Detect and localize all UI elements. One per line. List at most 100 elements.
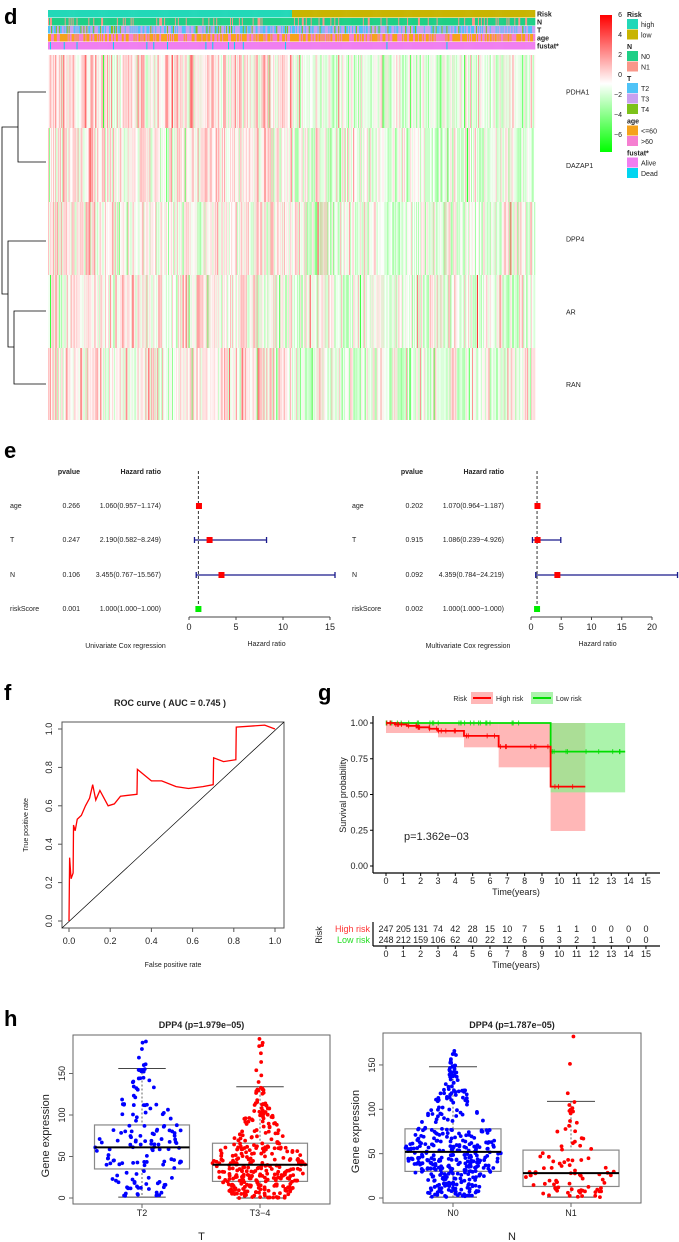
heatmap-cell (443, 128, 445, 202)
heatmap-cell (321, 55, 323, 128)
heatmap-cell (255, 128, 257, 202)
annotation-cell-N (438, 18, 440, 26)
heatmap-cell (280, 202, 282, 275)
heatmap-cell (403, 128, 405, 202)
heatmap-cell (281, 202, 283, 275)
heatmap-cell (60, 128, 63, 202)
heatmap-cell (392, 348, 394, 420)
heatmap-cell (268, 55, 270, 128)
annotation-cell-Risk (81, 10, 83, 18)
annotation-cell-fustat (307, 42, 310, 50)
annotation-cell-Risk (350, 10, 352, 18)
heatmap-cell (253, 275, 255, 348)
annotation-cell-N (206, 18, 208, 26)
heatmap-cell (187, 275, 189, 348)
annotation-cell-age (174, 34, 177, 42)
heatmap-cell (234, 348, 237, 420)
heatmap-cell (202, 202, 204, 275)
annotation-cell-N (111, 18, 114, 26)
heatmap-cell (235, 275, 238, 348)
annotation-cell-Risk (161, 10, 163, 18)
annotation-cell-fustat (281, 42, 283, 50)
heatmap-cell (275, 202, 277, 275)
annotation-cell-T (439, 26, 441, 34)
heatmap-cell (401, 128, 403, 202)
annotation-cell-Risk (166, 10, 168, 18)
heatmap-cell (114, 275, 117, 348)
heatmap-cell (163, 128, 165, 202)
annotation-cell-age (238, 34, 241, 42)
annotation-cell-N (348, 18, 350, 26)
heatmap-cell (433, 128, 435, 202)
heatmap-cell (374, 55, 376, 128)
heatmap-cell (59, 275, 62, 348)
annotation-cell-Risk (481, 10, 484, 18)
annotation-cell-age (321, 34, 323, 42)
annotation-cell-Risk (439, 10, 441, 18)
annotation-cell-age (239, 34, 242, 42)
annotation-cell-N (181, 18, 184, 26)
annotation-cell-T (65, 26, 67, 34)
annotation-cell-Risk (526, 10, 528, 18)
heatmap-cell (335, 275, 337, 348)
annotation-cell-N (395, 18, 397, 26)
heatmap-cell (450, 275, 452, 348)
annotation-cell-N (330, 18, 332, 26)
annotation-cell-Risk (382, 10, 384, 18)
annotation-cell-fustat (98, 42, 100, 50)
heatmap-cell (247, 202, 250, 275)
heatmap-cell (454, 55, 456, 128)
annotation-cell-fustat (294, 42, 297, 50)
annotation-cell-fustat (178, 42, 181, 50)
annotation-cell-fustat (103, 42, 105, 50)
heatmap-cell (127, 348, 129, 420)
heatmap-cell (416, 55, 419, 128)
heatmap-cell (279, 202, 281, 275)
annotation-cell-fustat (468, 42, 470, 50)
heatmap-cell (463, 202, 465, 275)
annotation-cell-fustat (433, 42, 435, 50)
annotation-cell-fustat (495, 42, 497, 50)
annotation-cell-Risk (172, 10, 175, 18)
heatmap-cell (70, 202, 72, 275)
annotation-cell-age (415, 34, 418, 42)
heatmap-cell (381, 275, 383, 348)
annotation-cell-Risk (473, 10, 475, 18)
annotation-cell-T (419, 26, 422, 34)
annotation-cell-fustat (186, 42, 189, 50)
annotation-cell-age (241, 34, 244, 42)
heatmap-cell (213, 275, 215, 348)
heatmap-cell (440, 55, 442, 128)
heatmap-cell (417, 348, 420, 420)
heatmap-cell (476, 202, 479, 275)
heatmap-cell (101, 202, 103, 275)
heatmap-cell (474, 348, 477, 420)
heatmap-cell (290, 55, 292, 128)
heatmap-cell (191, 275, 193, 348)
heatmap-cell (295, 275, 298, 348)
heatmap-cell (457, 128, 459, 202)
heatmap-cell (477, 202, 480, 275)
heatmap-cell (501, 202, 503, 275)
heatmap-cell (534, 55, 536, 128)
annotation-cell-fustat (430, 42, 432, 50)
legend-swatch (627, 61, 638, 72)
annotation-cell-fustat (394, 42, 396, 50)
heatmap-cell (199, 348, 201, 420)
annotation-cell-Risk (225, 10, 227, 18)
annotation-cell-N (163, 18, 165, 26)
annotation-cell-T (520, 26, 522, 34)
annotation-cell-age (261, 34, 263, 42)
annotation-cell-age (505, 34, 507, 42)
annotation-cell-N (474, 18, 476, 26)
heatmap-cell (141, 128, 143, 202)
annotation-cell-T (55, 26, 58, 34)
annotation-cell-Risk (521, 10, 523, 18)
heatmap-cell (88, 202, 90, 275)
heatmap-cell (201, 275, 203, 348)
heatmap-cell (507, 202, 509, 275)
heatmap-cell (292, 275, 295, 348)
heatmap-cell (445, 275, 447, 348)
annotation-cell-age (133, 34, 135, 42)
annotation-cell-fustat (306, 42, 309, 50)
